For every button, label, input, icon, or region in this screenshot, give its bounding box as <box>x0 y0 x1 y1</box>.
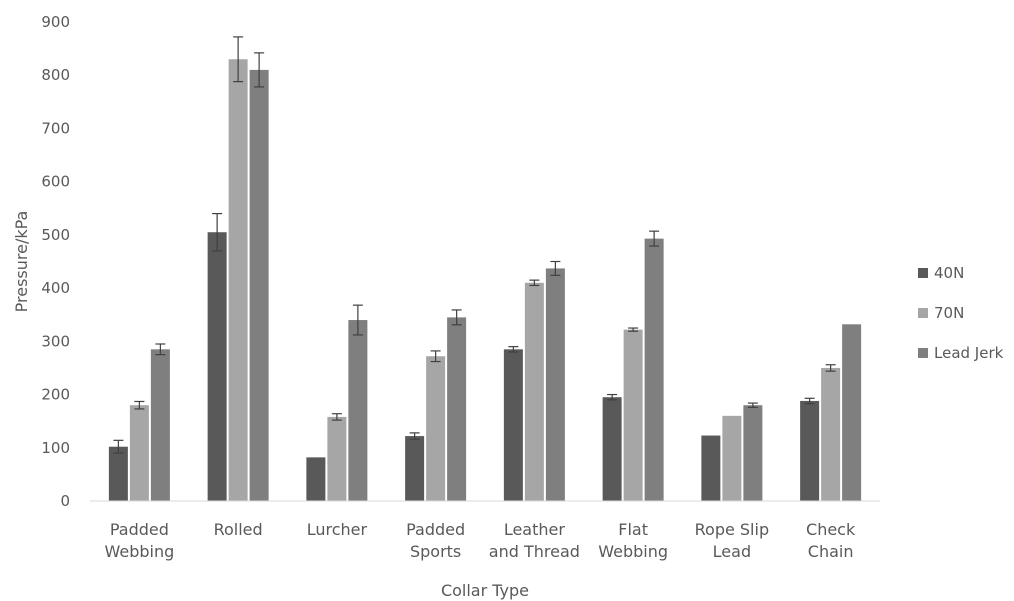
y-tick-label: 700 <box>41 119 70 137</box>
bar <box>602 397 622 501</box>
y-tick-label: 900 <box>41 13 70 31</box>
y-tick-label: 0 <box>60 492 70 510</box>
error-bar <box>233 36 244 83</box>
error-bar <box>134 400 145 410</box>
x-tick-label: Rope Slip Lead <box>695 520 769 561</box>
error-bar <box>155 343 166 356</box>
x-tick-label: Rolled <box>214 520 263 539</box>
bar <box>503 349 523 501</box>
y-axis-ticks: 0 100 200 300 400 500 600 700 800 900 <box>41 13 70 510</box>
bar <box>228 59 248 501</box>
x-tick-label: Lurcher <box>307 520 368 539</box>
legend-item: 70N <box>918 304 964 322</box>
error-bar <box>529 279 540 287</box>
bar <box>108 446 128 501</box>
y-tick-label: 300 <box>41 332 70 350</box>
x-tick-label: Padded Webbing <box>104 520 174 561</box>
bar <box>701 435 721 501</box>
x-tick-label: Flat Webbing <box>598 520 668 561</box>
error-bar <box>331 413 342 421</box>
legend-label: 70N <box>934 304 964 322</box>
legend-swatch <box>918 308 928 318</box>
error-bar <box>550 260 561 276</box>
bar <box>800 400 820 501</box>
bar <box>327 416 347 501</box>
error-bars <box>113 36 836 454</box>
bar <box>842 324 862 501</box>
bar <box>129 405 149 501</box>
bar <box>348 320 368 501</box>
legend-label: 40N <box>934 264 964 282</box>
bar <box>722 415 742 501</box>
error-bar <box>607 393 618 401</box>
y-tick-label: 800 <box>41 66 70 84</box>
error-bar <box>352 304 363 336</box>
x-axis-title: Collar Type <box>441 581 529 600</box>
x-tick-label: Padded Sports <box>406 520 465 561</box>
error-bar <box>508 346 519 353</box>
bar <box>821 367 841 501</box>
bar <box>524 282 544 501</box>
bar <box>249 69 269 502</box>
x-axis-labels: Padded Webbing Rolled Lurcher Padded Sports Le… <box>104 520 855 561</box>
bar <box>405 436 425 501</box>
y-tick-label: 500 <box>41 226 70 244</box>
y-tick-label: 200 <box>41 386 70 404</box>
legend-item: Lead Jerk <box>918 344 1004 362</box>
error-bar <box>649 230 660 247</box>
y-tick-label: 100 <box>41 439 70 457</box>
error-bar <box>113 439 124 454</box>
legend: 40N 70N Lead Jerk <box>918 264 1004 362</box>
bar <box>623 329 643 501</box>
bar <box>426 356 446 501</box>
bar <box>545 268 565 501</box>
bar <box>306 457 326 501</box>
error-bar <box>409 432 420 440</box>
legend-item: 40N <box>918 264 964 282</box>
error-bar <box>628 327 639 332</box>
error-bar <box>254 52 265 88</box>
x-tick-label: Check Chain <box>806 520 856 561</box>
legend-swatch <box>918 268 928 278</box>
legend-label: Lead Jerk <box>934 344 1004 362</box>
y-tick-label: 600 <box>41 173 70 191</box>
error-bar <box>430 350 441 363</box>
bar <box>447 317 467 501</box>
bar <box>644 238 664 501</box>
error-bar <box>451 309 462 326</box>
error-bar <box>747 402 758 408</box>
error-bar <box>804 397 815 405</box>
bar <box>150 349 170 501</box>
error-bar <box>212 213 223 252</box>
legend-swatch <box>918 348 928 358</box>
bar <box>207 232 227 501</box>
y-tick-label: 400 <box>41 279 70 297</box>
bar <box>743 405 763 501</box>
y-axis-title: Pressure/kPa <box>12 211 31 313</box>
x-tick-label: Leather and Thread <box>489 520 580 561</box>
bars <box>108 59 862 502</box>
error-bar <box>825 364 836 372</box>
